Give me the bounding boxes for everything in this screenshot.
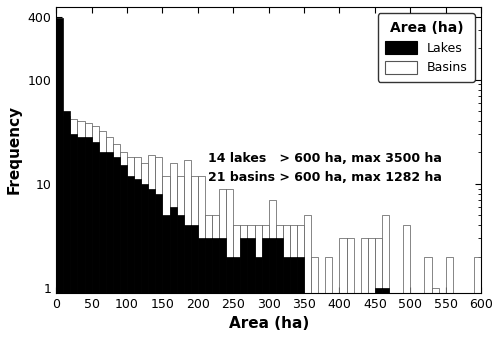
Bar — [424, 257, 432, 338]
Bar — [176, 175, 184, 338]
Bar — [64, 111, 70, 338]
Bar — [170, 163, 176, 338]
Bar — [290, 225, 297, 338]
Bar — [127, 175, 134, 338]
Bar — [226, 257, 234, 338]
Bar — [106, 152, 113, 338]
Bar — [156, 194, 162, 338]
Bar — [226, 189, 234, 338]
Bar — [375, 288, 382, 338]
Bar — [198, 238, 205, 338]
Bar — [120, 152, 127, 338]
Bar — [382, 215, 389, 338]
Bar — [262, 225, 268, 338]
Text: 14 lakes   > 600 ha, max 3500 ha
21 basins > 600 ha, max 1282 ha: 14 lakes > 600 ha, max 3500 ha 21 basins… — [208, 152, 442, 185]
Bar — [268, 238, 276, 338]
Bar — [141, 184, 148, 338]
Bar — [205, 215, 212, 338]
Bar — [382, 288, 389, 338]
Bar — [184, 160, 191, 338]
Bar — [70, 134, 78, 338]
Bar — [78, 121, 84, 338]
Bar — [248, 238, 254, 338]
Bar — [268, 200, 276, 338]
Bar — [254, 257, 262, 338]
Bar — [290, 257, 297, 338]
Bar — [212, 215, 219, 338]
Legend: Lakes, Basins: Lakes, Basins — [378, 13, 475, 82]
Bar — [234, 225, 240, 338]
Bar — [311, 257, 318, 338]
Bar — [106, 137, 113, 338]
Bar — [98, 152, 106, 338]
Bar — [64, 116, 70, 338]
X-axis label: Area (ha): Area (ha) — [228, 316, 309, 331]
Bar — [162, 215, 170, 338]
Bar — [340, 238, 346, 338]
Y-axis label: Frequency: Frequency — [7, 105, 22, 194]
Bar — [134, 157, 141, 338]
Bar — [283, 225, 290, 338]
Bar — [446, 257, 453, 338]
Bar — [474, 257, 481, 338]
Bar — [127, 157, 134, 338]
Bar — [248, 225, 254, 338]
Bar — [240, 225, 248, 338]
Bar — [70, 119, 78, 338]
Bar — [212, 238, 219, 338]
Bar — [276, 225, 283, 338]
Bar — [234, 257, 240, 338]
Bar — [113, 157, 120, 338]
Bar — [98, 131, 106, 338]
Bar — [84, 137, 91, 338]
Bar — [219, 189, 226, 338]
Bar — [170, 207, 176, 338]
Bar — [283, 257, 290, 338]
Bar — [205, 238, 212, 338]
Bar — [432, 288, 438, 338]
Bar — [156, 157, 162, 338]
Bar — [148, 189, 156, 338]
Bar — [56, 152, 64, 338]
Bar — [120, 166, 127, 338]
Bar — [219, 238, 226, 338]
Bar — [113, 144, 120, 338]
Bar — [240, 238, 248, 338]
Bar — [141, 163, 148, 338]
Bar — [92, 126, 98, 338]
Bar — [191, 225, 198, 338]
Bar — [254, 225, 262, 338]
Bar — [346, 238, 354, 338]
Bar — [368, 238, 375, 338]
Bar — [375, 238, 382, 338]
Bar — [84, 123, 91, 338]
Bar — [78, 137, 84, 338]
Bar — [326, 257, 332, 338]
Bar — [304, 215, 311, 338]
Bar — [162, 175, 170, 338]
Bar — [276, 238, 283, 338]
Bar — [262, 238, 268, 338]
Bar — [191, 175, 198, 338]
Bar — [198, 175, 205, 338]
Bar — [56, 18, 64, 338]
Bar — [403, 225, 410, 338]
Bar — [134, 179, 141, 338]
Bar — [148, 155, 156, 338]
Bar — [360, 238, 368, 338]
Bar — [297, 225, 304, 338]
Bar — [297, 257, 304, 338]
Bar — [176, 215, 184, 338]
Bar — [184, 225, 191, 338]
Bar — [92, 142, 98, 338]
